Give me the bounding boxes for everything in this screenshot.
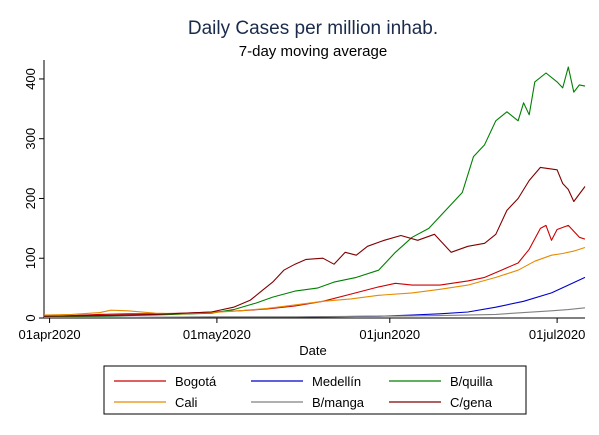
- y-tick-label: 400: [23, 68, 38, 90]
- series-line-c-gena: [43, 166, 586, 317]
- x-axis-title: Date: [299, 343, 326, 358]
- series-line-b-quilla: [43, 66, 586, 318]
- chart-title: Daily Cases per million inhab.: [188, 18, 438, 39]
- x-tick-label: 01jun2020: [359, 327, 420, 342]
- x-tick-label: 01jul2020: [529, 327, 585, 342]
- x-tick-label: 01apr2020: [18, 327, 80, 342]
- legend-label: Medellín: [312, 374, 361, 389]
- y-tick-label: 200: [23, 188, 38, 210]
- y-tick-label: 100: [23, 247, 38, 269]
- series-line-cali: [43, 246, 586, 316]
- chart-subtitle: 7-day moving average: [239, 43, 387, 60]
- series-line-medell-n: [44, 276, 586, 318]
- y-tick-label: 0: [23, 314, 38, 321]
- legend-label: Bogotá: [175, 374, 217, 389]
- legend-label: Cali: [175, 395, 198, 410]
- legend-label: B/manga: [312, 395, 365, 410]
- plot-area: 0 100 200 300 400 01apr2020 01may2020 01jun2020…: [18, 60, 586, 342]
- series-line-bogot-: [43, 224, 586, 318]
- legend: Bogotá Medellín B/quilla Cali B/manga C/gena: [103, 365, 527, 415]
- x-tick-label: 01may2020: [183, 327, 251, 342]
- legend-label: C/gena: [450, 395, 493, 410]
- legend-label: B/quilla: [450, 374, 493, 389]
- y-tick-label: 300: [23, 128, 38, 150]
- legend-box: [103, 365, 527, 415]
- series-line-b-manga: [44, 307, 586, 318]
